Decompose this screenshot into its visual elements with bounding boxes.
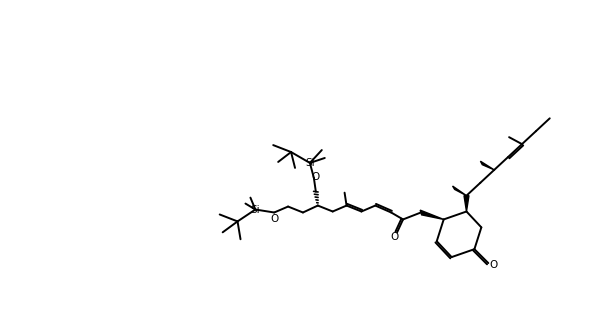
Text: O: O (312, 172, 320, 182)
Text: Si: Si (305, 158, 315, 168)
Text: O: O (270, 214, 278, 224)
Text: Si: Si (250, 205, 260, 215)
Polygon shape (452, 186, 467, 196)
Polygon shape (464, 196, 469, 212)
Text: O: O (489, 260, 498, 270)
Text: O: O (390, 232, 398, 242)
Polygon shape (420, 210, 443, 219)
Polygon shape (480, 161, 494, 170)
